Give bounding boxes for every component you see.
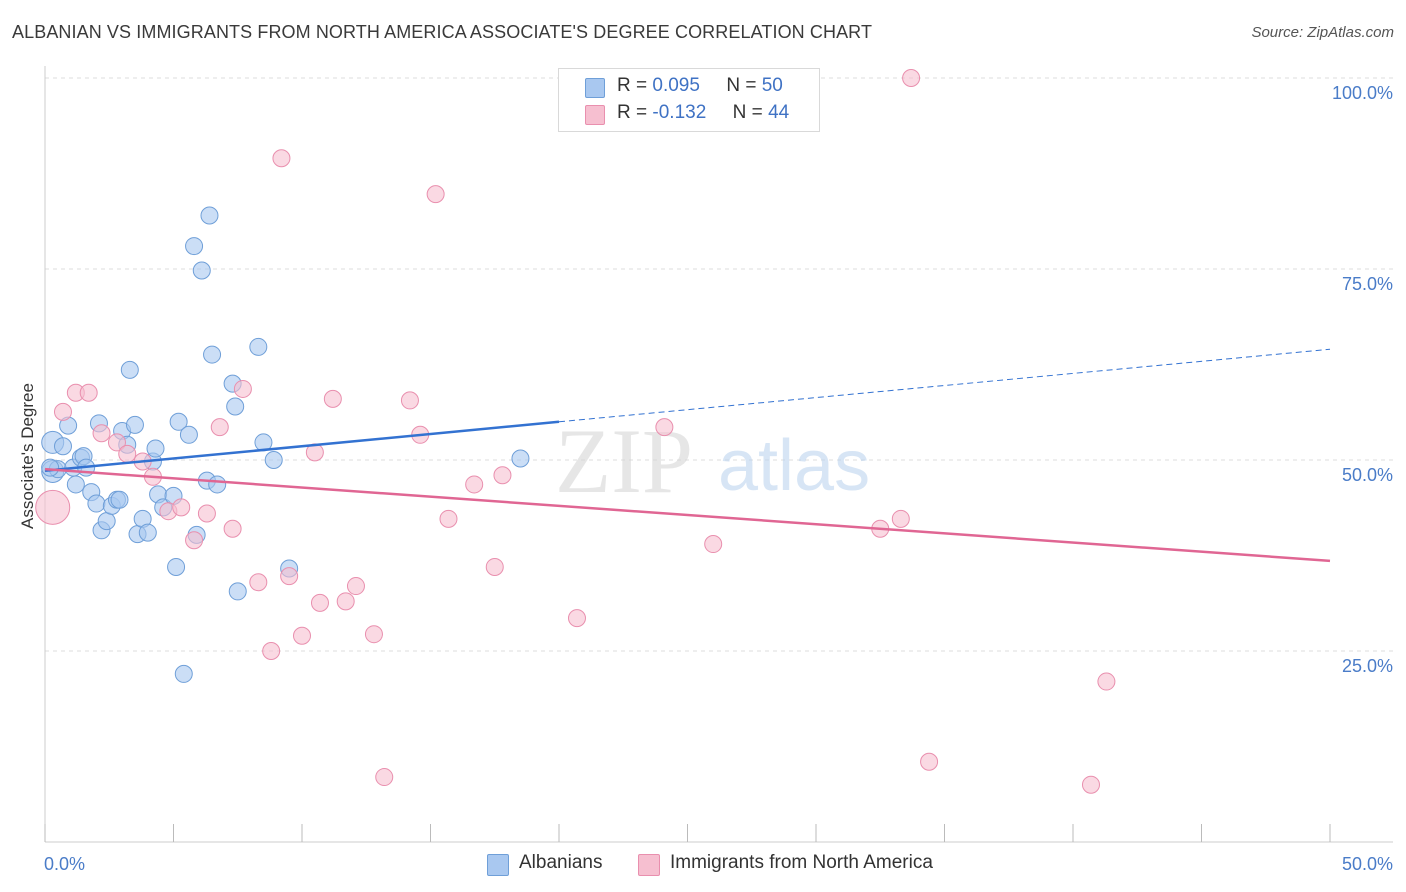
albanian-point <box>53 437 72 456</box>
immigrant-point <box>262 642 281 660</box>
immigrant-point <box>485 557 504 576</box>
immigrant-point <box>118 444 137 463</box>
points-layer <box>35 69 1116 794</box>
albanian-point <box>200 206 219 225</box>
immigrant-point <box>280 567 299 586</box>
bottom-albanians-label: Albanians <box>519 852 603 873</box>
immigrant-point <box>439 509 458 528</box>
immigrant-point <box>210 418 229 437</box>
albanians-r-value: 0.095 <box>652 75 700 96</box>
albanians-n-label: N = <box>726 75 757 96</box>
x-tick-label-max: 50.0% <box>1342 854 1393 874</box>
y-axis-title: Associate's Degree <box>18 383 37 529</box>
immigrant-point <box>1097 672 1116 691</box>
immigrants-swatch <box>585 105 605 125</box>
immigrant-point <box>79 383 98 402</box>
immigrant-point <box>1081 775 1100 794</box>
legend-text-albanians: R = 0.095 N = 50 <box>617 75 783 97</box>
immigrant-point <box>920 752 939 771</box>
stats-legend: R = 0.095 N = 50 R = -0.132 N = 44 <box>558 68 820 132</box>
chart-title: ALBANIAN VS IMMIGRANTS FROM NORTH AMERIC… <box>12 22 873 42</box>
immigrant-point <box>902 69 921 87</box>
albanian-point <box>138 523 157 542</box>
immigrant-point <box>172 498 191 517</box>
immigrant-point <box>223 519 242 538</box>
albanian-point <box>146 439 165 458</box>
immigrant-point <box>336 592 355 611</box>
immigrants-trend-line <box>44 467 1331 563</box>
y-tick-label: 25.0% <box>1342 656 1393 676</box>
trend-layer <box>44 348 1331 563</box>
immigrant-point <box>567 609 586 628</box>
immigrant-point <box>346 577 365 596</box>
albanian-point <box>203 345 222 364</box>
immigrant-point <box>233 379 252 398</box>
immigrants-r-label: R = <box>617 102 648 123</box>
y-tick-label: 50.0% <box>1342 465 1393 485</box>
watermark-atlas: atlas <box>718 426 870 506</box>
immigrant-point <box>364 625 383 644</box>
grid-layer <box>45 77 1395 652</box>
immigrant-point <box>310 593 329 612</box>
albanian-point <box>228 582 247 601</box>
immigrant-point <box>92 424 111 443</box>
albanian-point <box>174 664 193 683</box>
x-tick-label-min: 0.0% <box>44 854 85 874</box>
albanian-point <box>226 397 245 416</box>
immigrant-point <box>400 391 419 410</box>
albanian-point <box>511 449 530 468</box>
immigrant-point <box>655 418 674 437</box>
immigrant-point <box>197 504 216 523</box>
immigrant-point <box>891 509 910 528</box>
albanian-point <box>125 415 144 434</box>
albanian-point <box>249 337 268 356</box>
immigrant-point <box>35 489 71 525</box>
y-tick-label: 75.0% <box>1342 274 1393 294</box>
albanian-point <box>110 490 129 509</box>
immigrants-n-label: N = <box>732 102 763 123</box>
albanian-point <box>185 237 204 256</box>
y-tick-label: 100.0% <box>1332 83 1393 103</box>
axis-layer <box>44 66 1393 843</box>
chart-source: Source: ZipAtlas.com <box>1251 24 1394 41</box>
albanian-point <box>97 512 116 531</box>
watermark: ZIP atlas <box>555 410 870 512</box>
immigrant-point <box>107 433 126 452</box>
label-layer: 25.0% 50.0% 75.0% 100.0% 0.0% 50.0% Associate'… <box>18 83 1393 874</box>
albanians-trend-extension <box>558 348 1331 423</box>
bottom-immigrants-label: Immigrants from North America <box>670 852 933 873</box>
albanian-point <box>264 451 283 469</box>
immigrant-point <box>53 402 72 421</box>
immigrants-r-value: -0.132 <box>652 102 707 123</box>
legend-text-immigrants: R = -0.132 N = 44 <box>617 102 789 124</box>
albanian-point <box>167 557 186 576</box>
bottom-albanians-swatch <box>487 854 509 876</box>
albanian-point <box>87 494 106 513</box>
immigrant-point <box>375 768 394 787</box>
immigrant-point <box>465 475 484 494</box>
immigrant-point <box>272 149 291 168</box>
immigrant-point <box>493 466 512 485</box>
albanian-point <box>41 458 60 477</box>
immigrants-n-value: 44 <box>768 102 790 123</box>
albanians-n-value: 50 <box>761 75 783 96</box>
albanian-point <box>66 475 85 494</box>
albanian-point <box>120 360 139 379</box>
albanian-point <box>208 475 227 494</box>
immigrant-point <box>704 535 723 554</box>
immigrant-point <box>323 389 342 408</box>
albanians-trend-line <box>44 420 560 472</box>
albanian-point <box>192 261 211 280</box>
albanians-r-label: R = <box>617 75 648 96</box>
albanians-swatch <box>585 78 605 98</box>
immigrant-point <box>293 626 311 645</box>
bottom-immigrants-swatch <box>638 854 660 876</box>
albanian-point <box>179 425 198 444</box>
albanian-point <box>169 412 188 431</box>
immigrant-point <box>185 531 204 550</box>
immigrant-point <box>249 573 268 592</box>
immigrant-point <box>426 185 445 204</box>
